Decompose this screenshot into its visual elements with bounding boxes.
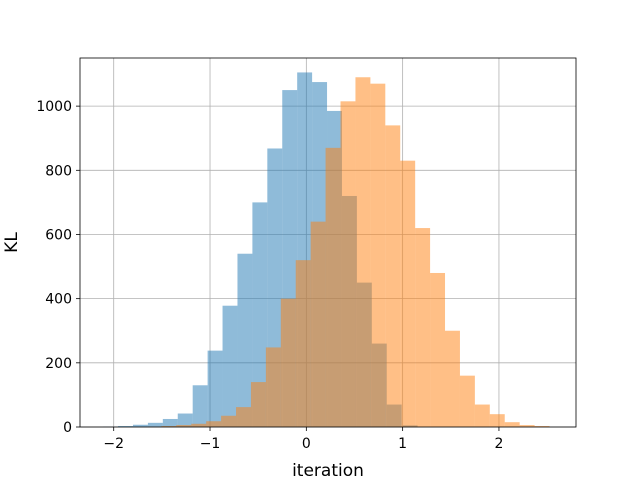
y-tick-label: 200 <box>45 356 72 372</box>
histogram-bar <box>161 426 177 427</box>
plot-frame <box>79 57 577 428</box>
histogram-bar <box>191 423 207 427</box>
histogram-bar <box>400 160 416 427</box>
histogram-bar <box>207 350 223 427</box>
histogram-bar <box>340 101 356 428</box>
histogram-bar <box>206 421 222 427</box>
histogram-bar <box>177 413 193 427</box>
x-tick-label: −1 <box>200 436 221 452</box>
histogram-bar <box>118 426 133 427</box>
histogram-bars <box>103 72 550 428</box>
histogram-bar <box>222 305 238 427</box>
histogram-bar <box>147 422 163 427</box>
histogram-bar <box>236 407 251 427</box>
x-tick-label: 0 <box>302 436 311 452</box>
histogram-bar <box>385 125 401 428</box>
histogram-bar <box>221 415 237 427</box>
histogram-bar <box>370 83 386 428</box>
histogram-bar <box>355 77 371 428</box>
histogram-bar <box>192 385 208 427</box>
histogram-bar <box>237 253 253 427</box>
y-tick-label: 1000 <box>36 99 72 115</box>
y-tick-label: 800 <box>45 163 72 179</box>
y-tick-label: 0 <box>63 420 72 436</box>
x-tick-label: −2 <box>103 436 124 452</box>
histogram-bar <box>474 404 490 427</box>
histogram-bar <box>310 221 326 427</box>
histogram-bar <box>534 426 550 427</box>
x-tick-label: 2 <box>494 436 503 452</box>
histogram-bar <box>132 424 148 427</box>
histogram-bar <box>489 414 505 427</box>
histogram-bar <box>519 425 535 427</box>
x-tick-label: 1 <box>398 436 407 452</box>
histogram-bar <box>325 147 341 427</box>
histogram-bar <box>504 422 520 427</box>
y-tick-label: 600 <box>45 227 72 243</box>
x-axis-label: iteration <box>292 461 364 480</box>
y-tick-label: 400 <box>45 292 72 308</box>
y-axis-ticks: 0 200 400 600 800 1000 <box>36 99 80 436</box>
histogram-bar <box>459 375 475 427</box>
histogram-bar <box>280 298 296 427</box>
x-axis-ticks: −2 −1 0 1 2 <box>103 427 503 452</box>
histogram-bar <box>252 202 268 427</box>
histogram-bar <box>162 418 178 427</box>
histogram-bar <box>265 347 281 427</box>
histogram-bar <box>250 382 266 427</box>
histogram-bar <box>415 228 431 427</box>
histogram-bar <box>176 425 192 427</box>
histogram-series-2 <box>146 77 550 428</box>
histogram-bar <box>430 272 446 427</box>
histogram-bar <box>445 330 460 427</box>
histogram-bar <box>295 260 311 427</box>
y-axis-label: KL <box>2 232 22 253</box>
